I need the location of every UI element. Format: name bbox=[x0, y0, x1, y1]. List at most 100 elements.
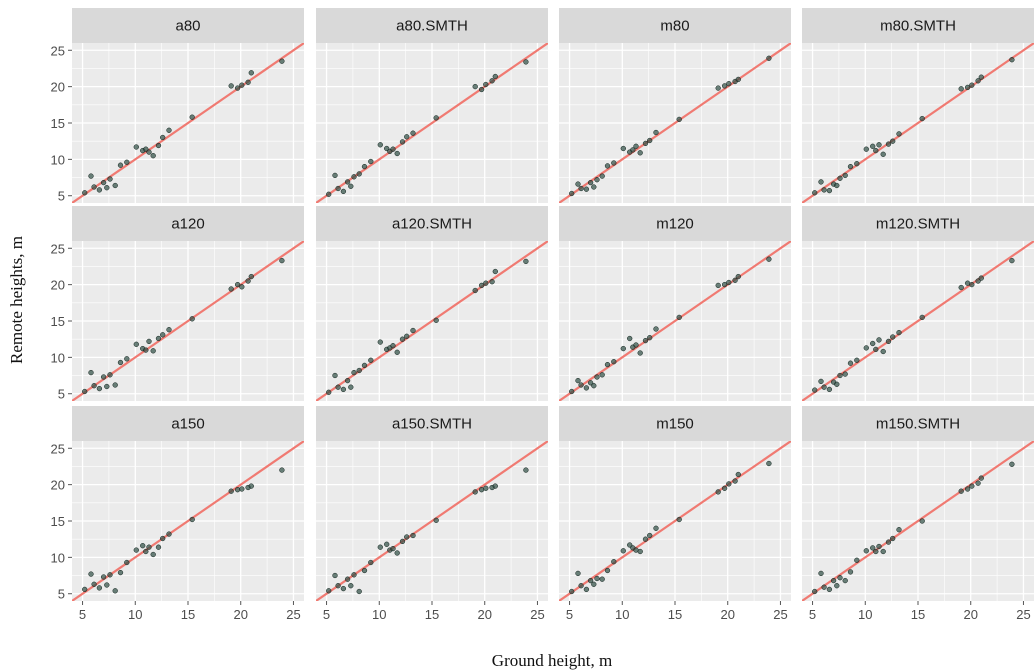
data-point bbox=[975, 480, 981, 486]
data-point bbox=[876, 543, 882, 550]
data-point bbox=[472, 287, 478, 294]
data-points bbox=[326, 258, 529, 395]
data-point bbox=[492, 483, 498, 489]
data-point bbox=[599, 173, 605, 179]
x-tick-label: 25 bbox=[530, 607, 544, 622]
data-point bbox=[394, 550, 400, 556]
data-point bbox=[1009, 57, 1015, 63]
data-point bbox=[818, 570, 824, 577]
x-tick-label: 10 bbox=[858, 607, 872, 622]
data-point bbox=[133, 341, 139, 347]
data-point bbox=[478, 282, 485, 289]
data-point bbox=[826, 187, 833, 194]
data-point bbox=[332, 372, 338, 379]
data-point bbox=[919, 518, 925, 524]
data-points bbox=[812, 461, 1015, 595]
data-point bbox=[594, 575, 600, 582]
facet-strip-label: m80 bbox=[660, 18, 689, 35]
tick-labels: 5 10 15 20 25 5 10 15 20 25 5 10 15 20 25 5 10 15 20 25 5 10 1… bbox=[51, 43, 1031, 622]
data-point bbox=[715, 489, 721, 495]
gridlines bbox=[802, 43, 1034, 203]
x-tick-label: 15 bbox=[668, 607, 682, 622]
data-points bbox=[326, 59, 529, 197]
data-point bbox=[88, 369, 94, 376]
data-point bbox=[189, 316, 195, 322]
facet-strip-label: a80.SMTH bbox=[396, 18, 468, 35]
data-point bbox=[569, 588, 575, 595]
data-point bbox=[150, 551, 156, 558]
data-point bbox=[377, 339, 383, 345]
data-point bbox=[155, 335, 162, 342]
data-point bbox=[107, 372, 113, 378]
data-point bbox=[830, 577, 837, 584]
data-point bbox=[133, 547, 139, 553]
data-point bbox=[96, 585, 103, 591]
data-point bbox=[735, 273, 741, 280]
data-point bbox=[611, 359, 617, 365]
data-points bbox=[569, 55, 772, 197]
facet-strip bbox=[559, 406, 791, 441]
data-point bbox=[611, 160, 617, 166]
data-point bbox=[361, 163, 368, 170]
data-points bbox=[82, 58, 285, 196]
data-point bbox=[326, 191, 332, 197]
data-point bbox=[611, 559, 617, 565]
data-point bbox=[726, 279, 732, 286]
data-point bbox=[88, 571, 94, 577]
data-point bbox=[863, 345, 869, 351]
data-point bbox=[483, 485, 489, 491]
data-point bbox=[726, 481, 732, 487]
data-point bbox=[873, 548, 879, 555]
data-point bbox=[117, 569, 124, 576]
x-tick-label: 5 bbox=[809, 607, 816, 622]
data-point bbox=[975, 78, 981, 84]
data-point bbox=[919, 314, 925, 321]
data-point bbox=[399, 139, 406, 145]
data-point bbox=[647, 532, 653, 539]
data-point bbox=[489, 78, 495, 84]
data-point bbox=[642, 337, 649, 344]
data-point bbox=[368, 357, 374, 363]
data-point bbox=[837, 575, 843, 581]
x-tick-label: 5 bbox=[323, 607, 330, 622]
data-point bbox=[361, 567, 368, 574]
data-point bbox=[854, 357, 860, 363]
data-point bbox=[433, 317, 439, 323]
facet-panel-a120: a120 bbox=[72, 206, 304, 401]
data-point bbox=[620, 145, 626, 152]
x-tick-label: 10 bbox=[372, 607, 386, 622]
facet-strip bbox=[72, 206, 304, 241]
data-point bbox=[143, 548, 149, 555]
data-point bbox=[676, 314, 682, 321]
data-point bbox=[969, 82, 975, 88]
gridlines bbox=[72, 241, 304, 401]
data-point bbox=[356, 367, 362, 374]
data-point bbox=[160, 134, 166, 141]
data-point bbox=[335, 384, 341, 390]
data-point bbox=[587, 179, 594, 186]
data-point bbox=[821, 187, 827, 193]
facet-panel-m120: m120 bbox=[559, 206, 791, 401]
data-point bbox=[890, 334, 896, 340]
facet-strip-label: a120 bbox=[171, 216, 204, 233]
y-tick-label: 10 bbox=[51, 152, 65, 167]
data-point bbox=[189, 114, 195, 120]
data-point bbox=[245, 79, 251, 85]
data-point bbox=[117, 359, 124, 366]
data-point bbox=[100, 374, 107, 380]
data-point bbox=[351, 572, 357, 578]
data-point bbox=[885, 338, 892, 345]
x-tick-label: 10 bbox=[128, 607, 142, 622]
data-point bbox=[604, 567, 611, 574]
facet-strip bbox=[316, 8, 548, 43]
data-point bbox=[842, 172, 848, 179]
data-point bbox=[404, 333, 410, 339]
facet-strip-label: a150 bbox=[171, 416, 204, 433]
y-tick-label: 20 bbox=[51, 478, 65, 493]
data-point bbox=[578, 382, 584, 388]
data-point bbox=[377, 544, 383, 550]
facet-panel-a80-smth: a80.SMTH bbox=[316, 8, 548, 203]
y-tick-label: 20 bbox=[51, 80, 65, 95]
x-tick-label: 25 bbox=[773, 607, 787, 622]
